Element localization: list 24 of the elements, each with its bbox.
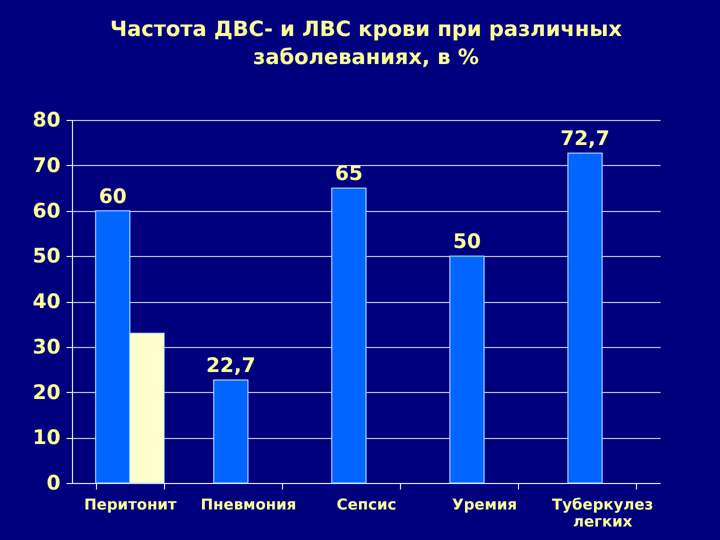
bar: [331, 188, 366, 484]
data-label: 22,7: [206, 353, 256, 377]
data-label: 60: [98, 184, 127, 208]
chart-title: Частота ДВС- и ЛВС крови при различных заболеваниях, в %: [110, 17, 622, 69]
bar: [449, 256, 485, 484]
data-label: 65: [334, 161, 363, 186]
y-tick-label: 40: [32, 289, 60, 313]
x-tick-label: Сепсис: [336, 496, 396, 514]
bar: [567, 152, 603, 484]
x-tick-label: Уремия: [452, 496, 518, 514]
y-tick-label: 50: [32, 244, 60, 268]
y-tick-label: 0: [46, 470, 60, 494]
y-tick-label: 10: [32, 425, 60, 450]
x-tick-label: Туберкулез легких: [552, 496, 654, 530]
y-tick-label: 30: [32, 334, 60, 358]
y-tick-label: 60: [32, 198, 60, 222]
y-tick-label: 80: [32, 108, 60, 132]
data-label: 72,7: [560, 126, 610, 150]
y-tick-label: 20: [32, 380, 60, 404]
bar: [213, 380, 248, 484]
y-tick-label: 70: [32, 152, 60, 177]
data-label: 50: [453, 229, 481, 254]
x-tick-label: Перитонит: [84, 496, 177, 514]
x-tick-label: Пневмония: [200, 496, 296, 514]
